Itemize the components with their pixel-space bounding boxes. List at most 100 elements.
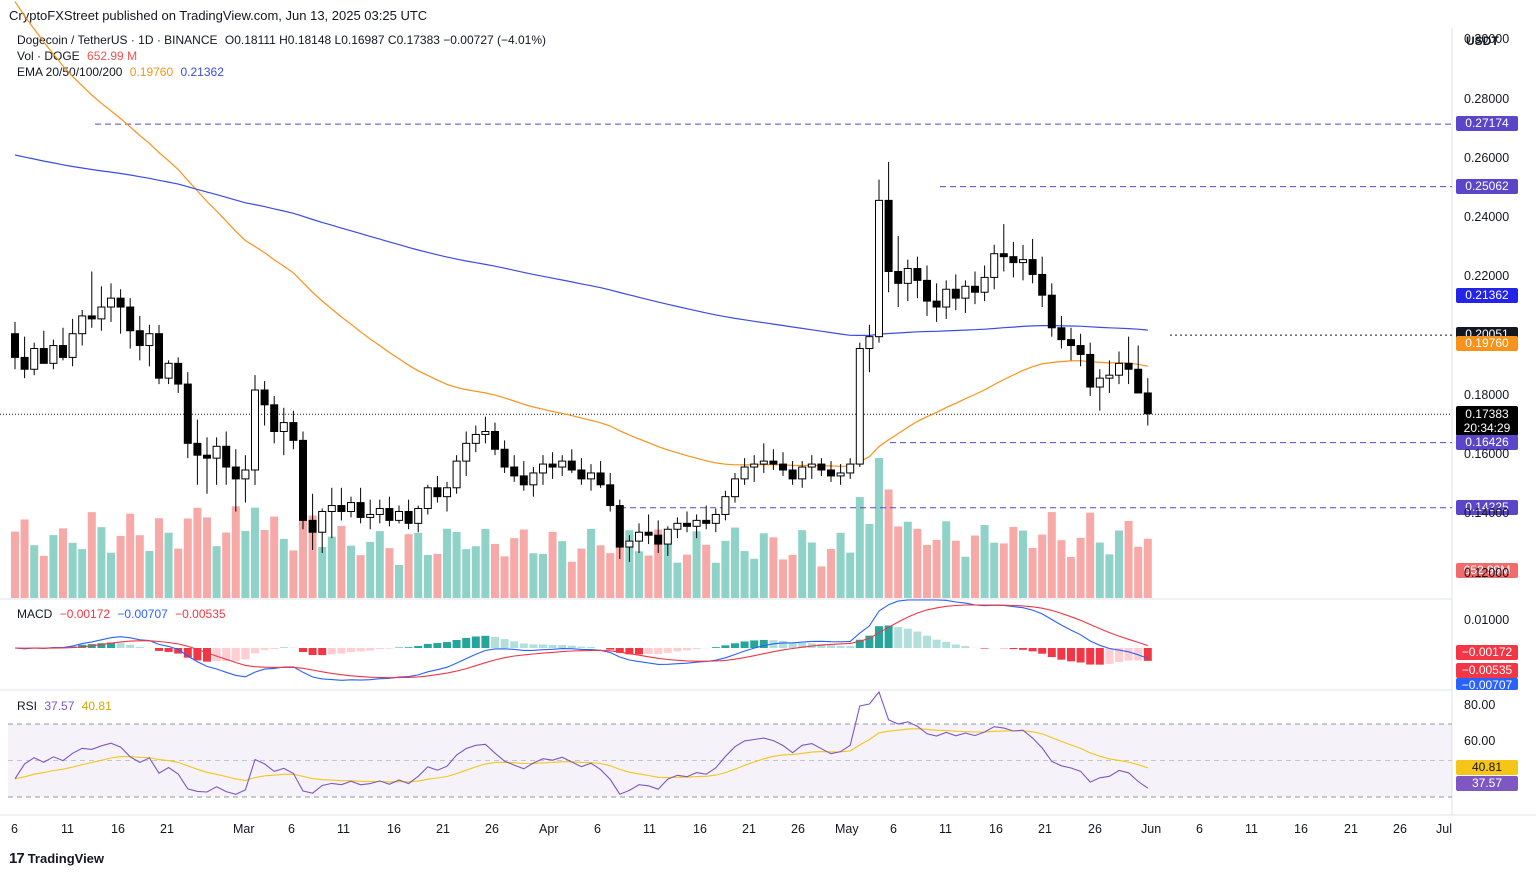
footer-brand-name: TradingView: [27, 851, 105, 866]
volume-bar: [942, 521, 951, 598]
time-tick-label: 6: [594, 822, 601, 836]
candle-body: [798, 466, 807, 480]
candle-body: [1134, 368, 1143, 394]
volume-bar: [635, 551, 643, 598]
time-tick-label: 6: [288, 822, 295, 836]
candle-body: [836, 472, 845, 477]
volume-bar: [116, 535, 125, 598]
candle-body: [951, 288, 960, 299]
volume-bar: [49, 535, 58, 598]
ema-label[interactable]: EMA 20/50/100/200: [17, 65, 123, 79]
volume-bar: [375, 531, 384, 598]
macd-histogram-bar: [164, 648, 173, 652]
macd-histogram-bar: [798, 642, 807, 648]
candle-body: [644, 531, 653, 536]
volume-bar: [548, 531, 557, 598]
candle-body: [1115, 362, 1123, 376]
macd-histogram-bar: [500, 639, 509, 648]
volume-bar: [87, 512, 96, 598]
candle-body: [663, 528, 672, 545]
candle-body: [750, 463, 759, 468]
volume-bar: [1028, 547, 1037, 598]
macd-histogram-bar: [836, 645, 845, 648]
candle-body: [107, 297, 115, 308]
candle-body: [183, 383, 192, 444]
volume-bar: [1009, 526, 1018, 598]
candle-body: [673, 522, 682, 530]
candle-body: [942, 288, 951, 308]
volume-bar: [11, 531, 19, 598]
candle-body: [443, 487, 451, 498]
macd-histogram-bar: [654, 648, 663, 655]
macd-label[interactable]: MACD: [17, 607, 53, 621]
candle-body: [299, 439, 307, 521]
candle-body: [1143, 392, 1152, 415]
rsi-label[interactable]: RSI: [17, 699, 38, 713]
candle-body: [193, 442, 202, 456]
candle-body: [865, 336, 874, 350]
macd-histogram-bar: [193, 648, 202, 661]
volume-bar: [903, 521, 912, 598]
price-tick-label: 0.18000: [1464, 387, 1510, 402]
footer-brand[interactable]: 17 TradingView: [9, 850, 104, 867]
time-tick-label: 26: [791, 822, 805, 836]
volume-bar: [779, 559, 787, 598]
volume-bar: [769, 537, 778, 598]
ema50-badge: 0.19760: [1456, 335, 1518, 351]
volume-bar: [289, 550, 298, 598]
time-tick-label: Mar: [233, 822, 255, 836]
macd-histogram-bar: [692, 648, 701, 650]
macd-histogram-bar: [443, 642, 451, 648]
candle-body: [519, 475, 528, 486]
volume-bar: [462, 549, 471, 598]
macd-histogram-bar: [606, 648, 615, 650]
price-tick-label: 0.12000: [1464, 565, 1510, 580]
macd-histogram-bar: [1124, 648, 1133, 661]
volume-bar: [923, 545, 931, 598]
candle-body: [1086, 353, 1095, 388]
macd-histogram-bar: [241, 648, 250, 660]
volume-bar: [971, 535, 979, 598]
symbol-title[interactable]: Dogecoin / TetherUS · 1D · BINANCE: [17, 33, 218, 47]
candle-body: [548, 463, 557, 468]
volume-bar: [193, 507, 202, 598]
macd-histogram-bar: [539, 644, 547, 648]
volume-bar: [491, 543, 499, 598]
macd-histogram-bar: [740, 641, 749, 648]
macd-tick-label: 0.01000: [1464, 613, 1510, 627]
currency-label[interactable]: USDT: [1466, 34, 1499, 48]
volume-bar: [1143, 538, 1152, 598]
volume-bar: [30, 545, 39, 598]
candle-body: [721, 496, 730, 515]
candle-body: [260, 389, 269, 406]
volume-bar: [1076, 537, 1085, 598]
macd-histogram-bar: [519, 643, 528, 648]
volume-bar: [836, 532, 845, 598]
volume-bar: [1019, 530, 1027, 598]
candle-body: [711, 513, 720, 524]
macd-histogram-bar: [260, 648, 269, 650]
legend-volume-row: Vol · DOGE 652.99 M: [17, 49, 141, 63]
time-tick-label: 26: [1088, 822, 1102, 836]
time-tick-label: 11: [1245, 822, 1258, 836]
volume-bar: [500, 556, 509, 598]
last-price-badge: 0.17383 20:34:29: [1456, 406, 1518, 437]
candle-body: [510, 466, 519, 477]
volume-label[interactable]: Vol · DOGE: [17, 49, 80, 63]
volume-bar: [711, 562, 720, 598]
time-tick-label: 21: [436, 822, 450, 836]
volume-bar: [78, 549, 87, 598]
volume-bar: [529, 553, 538, 598]
level-badge: 0.25062: [1456, 178, 1518, 194]
price-tick-label: 0.28000: [1464, 91, 1510, 106]
candle-body: [78, 315, 87, 335]
candle-body: [683, 522, 691, 527]
macd-histogram-bar: [721, 645, 730, 648]
candle-body: [577, 469, 586, 480]
candle-body: [999, 253, 1008, 258]
time-tick-label: May: [835, 822, 859, 836]
macd-histogram-bar: [961, 646, 970, 648]
macd-histogram-bar: [462, 637, 471, 648]
macd-histogram-bar: [1134, 648, 1143, 661]
